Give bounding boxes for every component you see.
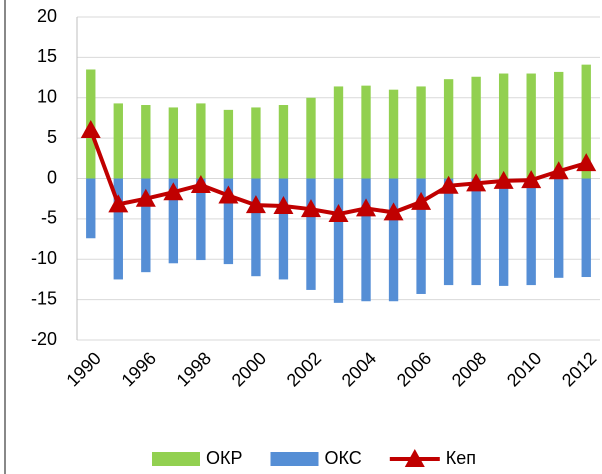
line-marker bbox=[548, 161, 569, 180]
line-marker bbox=[438, 175, 459, 194]
bar bbox=[168, 178, 179, 264]
bar bbox=[306, 97, 316, 179]
bar bbox=[526, 178, 536, 286]
bar bbox=[333, 178, 344, 303]
y-tick-label: 20 bbox=[37, 6, 57, 26]
bar bbox=[223, 178, 234, 265]
x-tick-label: 2002 bbox=[283, 348, 325, 390]
line-marker bbox=[80, 120, 101, 139]
y-tick-label: 0 bbox=[47, 167, 57, 187]
y-tick-label: 5 bbox=[47, 127, 57, 147]
bar bbox=[416, 178, 426, 294]
y-tick-label: -15 bbox=[31, 288, 57, 308]
bar bbox=[333, 86, 344, 179]
bar bbox=[113, 178, 123, 280]
line-marker bbox=[328, 204, 349, 223]
line-marker bbox=[356, 198, 377, 217]
line-marker bbox=[411, 191, 432, 210]
line-marker bbox=[245, 195, 266, 214]
x-tick-label: 1990 bbox=[62, 348, 104, 390]
legend-label: Кеп bbox=[446, 448, 476, 468]
bar bbox=[141, 105, 151, 179]
line-marker bbox=[108, 194, 129, 213]
line-marker bbox=[273, 195, 294, 214]
bar bbox=[388, 178, 399, 302]
bar bbox=[278, 178, 289, 280]
bar bbox=[223, 109, 234, 179]
legend-swatch bbox=[152, 452, 200, 466]
y-tick-label: -5 bbox=[41, 208, 57, 228]
y-tick-label: -10 bbox=[31, 248, 57, 268]
bar bbox=[471, 76, 481, 179]
bar bbox=[471, 178, 481, 286]
bar bbox=[196, 178, 206, 261]
bar bbox=[141, 178, 151, 273]
line-marker bbox=[218, 185, 239, 204]
line-marker bbox=[466, 173, 487, 192]
bar bbox=[388, 89, 399, 179]
bar bbox=[168, 107, 179, 179]
x-tick-label: 2012 bbox=[558, 348, 600, 390]
x-tick-label: 2010 bbox=[503, 348, 545, 390]
x-tick-label: 2000 bbox=[228, 348, 270, 390]
bar bbox=[361, 85, 371, 179]
bar bbox=[251, 178, 261, 277]
line-marker bbox=[135, 188, 156, 207]
line-marker bbox=[163, 182, 184, 201]
bar bbox=[443, 79, 454, 179]
bar bbox=[581, 178, 591, 278]
line-marker bbox=[493, 170, 514, 189]
bar bbox=[554, 71, 564, 179]
bar bbox=[113, 103, 123, 179]
legend-label: ОКС bbox=[325, 448, 362, 468]
legend-label: ОКР bbox=[206, 448, 243, 468]
bar bbox=[498, 73, 509, 179]
bar bbox=[526, 73, 536, 179]
line-marker bbox=[576, 153, 597, 172]
y-tick-label: 10 bbox=[37, 87, 57, 107]
bar bbox=[278, 105, 289, 179]
bar bbox=[86, 178, 96, 239]
legend-marker bbox=[404, 449, 425, 467]
legend-swatch bbox=[270, 452, 319, 466]
line-marker bbox=[521, 170, 542, 189]
line-marker bbox=[190, 174, 211, 193]
bar bbox=[306, 178, 316, 290]
line-marker bbox=[383, 202, 404, 221]
bar bbox=[581, 64, 591, 179]
x-tick-label: 1998 bbox=[173, 348, 215, 390]
bar bbox=[361, 178, 371, 302]
y-tick-label: -20 bbox=[31, 329, 57, 349]
bar bbox=[498, 178, 509, 286]
x-tick-label: 2004 bbox=[338, 348, 380, 390]
x-tick-label: 2008 bbox=[448, 348, 490, 390]
x-tick-label: 1996 bbox=[118, 348, 160, 390]
y-tick-label: 15 bbox=[37, 46, 57, 66]
bar bbox=[196, 103, 206, 179]
bar bbox=[554, 178, 564, 278]
line-marker bbox=[300, 199, 321, 218]
x-tick-label: 2006 bbox=[393, 348, 435, 390]
bar bbox=[443, 178, 454, 286]
bar bbox=[416, 86, 426, 179]
bar bbox=[251, 107, 261, 179]
